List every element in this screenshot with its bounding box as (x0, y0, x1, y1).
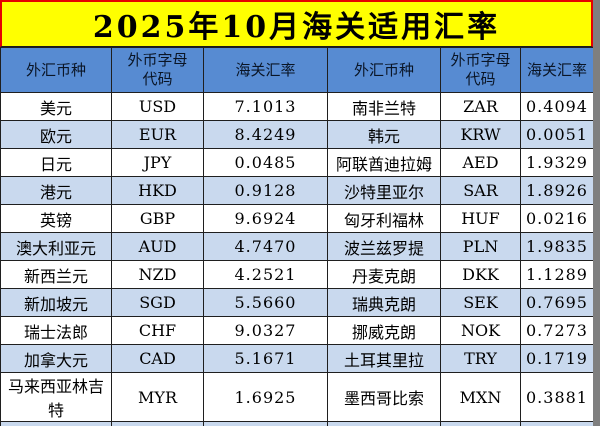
exchange-rate-cell: 0.0854 (203, 421, 328, 426)
currency-name-cell: 波兰兹罗提 (327, 232, 441, 261)
currency-name-cell: 英镑 (0, 204, 112, 233)
exchange-rate-cell: 0.0051 (520, 120, 594, 149)
currency-name-cell: 马来西亚林吉特 (0, 372, 112, 422)
exchange-rate-cell: 1.9835 (520, 232, 594, 261)
exchange-rate-cell: 0.0485 (203, 148, 328, 177)
table-row: 澳大利亚元 AUD 4.7470 波兰兹罗提 PLN 1.9835 (0, 232, 594, 261)
currency-code-cell: RUB (111, 421, 204, 426)
currency-code-cell: KRW (440, 120, 521, 149)
currency-code-cell: MXN (440, 372, 521, 422)
currency-name-cell: 加拿大元 (0, 344, 112, 373)
currency-code-cell: AUD (111, 232, 204, 261)
currency-code-cell: MYR (111, 372, 204, 422)
table-row: 欧元 EUR 8.4249 韩元 KRW 0.0051 (0, 120, 594, 149)
currency-code-cell: CHF (111, 316, 204, 345)
currency-name-cell: 港元 (0, 176, 112, 205)
currency-name-cell: 新加坡元 (0, 288, 112, 317)
exchange-rate-cell: 0.7273 (520, 316, 594, 345)
currency-code-cell: GBP (111, 204, 204, 233)
currency-code-cell: HKD (111, 176, 204, 205)
exchange-rate-cell: 0.3881 (520, 372, 594, 422)
currency-code-cell: JPY (111, 148, 204, 177)
exchange-rate-cell: 1.6925 (203, 372, 328, 422)
currency-code-cell: SGD (111, 288, 204, 317)
exchange-rate-cell: 0.0216 (520, 204, 594, 233)
currency-code-cell: SAR (440, 176, 521, 205)
exchange-rate-cell: 8.4249 (203, 120, 328, 149)
table-row: 日元 JPY 0.0485 阿联酋迪拉姆 AED 1.9329 (0, 148, 594, 177)
currency-name-cell: 新西兰元 (0, 260, 112, 289)
currency-code-cell: ZAR (440, 92, 521, 121)
exchange-rate-cell: 0.1719 (520, 344, 594, 373)
right-edge-strip (593, 0, 600, 426)
currency-name-cell: 挪威克朗 (327, 316, 441, 345)
currency-code-cell: PLN (440, 232, 521, 261)
exchange-rate-cell: 0.9128 (203, 176, 328, 205)
currency-name-cell: 阿联酋迪拉姆 (327, 148, 441, 177)
exchange-rate-cell: 1.1289 (520, 260, 594, 289)
column-header-code-right: 外币字母 代码 (440, 47, 521, 93)
exchange-rate-cell: 0.4094 (520, 92, 594, 121)
currency-name-cell: 墨西哥比索 (327, 372, 441, 422)
currency-code-cell: THB (440, 421, 521, 426)
currency-name-cell: 美元 (0, 92, 112, 121)
currency-name-cell: 瑞典克朗 (327, 288, 441, 317)
exchange-rate-table: 外汇币种 外币字母 代码 海关汇率 外汇币种 外币字母 代码 海关汇率 美元 U… (0, 47, 594, 426)
table-row: 新西兰元 NZD 4.2521 丹麦克朗 DKK 1.1289 (0, 260, 594, 289)
currency-code-cell: SEK (440, 288, 521, 317)
currency-code-cell: NZD (111, 260, 204, 289)
exchange-rate-cell: 5.5660 (203, 288, 328, 317)
table-row: 瑞士法郎 CHF 9.0327 挪威克朗 NOK 0.7273 (0, 316, 594, 345)
currency-name-cell: 丹麦克朗 (327, 260, 441, 289)
table-row: 新加坡元 SGD 5.5660 瑞典克朗 SEK 0.7695 (0, 288, 594, 317)
column-header-rate-left: 海关汇率 (203, 47, 328, 93)
page-title: 2025年10月海关适用汇率 (0, 0, 593, 47)
header-row: 外汇币种 外币字母 代码 海关汇率 外汇币种 外币字母 代码 海关汇率 (0, 47, 594, 93)
currency-name-cell: 南非兰特 (327, 92, 441, 121)
currency-code-cell: AED (440, 148, 521, 177)
exchange-rate-cell: 7.1013 (203, 92, 328, 121)
currency-code-cell: HUF (440, 204, 521, 233)
table-row: 美元 USD 7.1013 南非兰特 ZAR 0.4094 (0, 92, 594, 121)
currency-name-cell: 欧元 (0, 120, 112, 149)
exchange-rate-cell: 1.9329 (520, 148, 594, 177)
exchange-rate-cell: 4.2521 (203, 260, 328, 289)
currency-code-cell: NOK (440, 316, 521, 345)
exchange-rate-cell: 0.7695 (520, 288, 594, 317)
currency-name-cell: 俄罗斯卢布 (0, 421, 112, 426)
currency-code-cell: TRY (440, 344, 521, 373)
currency-code-cell: CAD (111, 344, 204, 373)
currency-code-cell: EUR (111, 120, 204, 149)
currency-name-cell: 瑞士法郎 (0, 316, 112, 345)
table-row: 加拿大元 CAD 5.1671 土耳其里拉 TRY 0.1719 (0, 344, 594, 373)
table-row: 港元 HKD 0.9128 沙特里亚尔 SAR 1.8926 (0, 176, 594, 205)
exchange-rate-cell: 4.7470 (203, 232, 328, 261)
currency-name-cell: 匈牙利福林 (327, 204, 441, 233)
currency-name-cell: 泰铢 (327, 421, 441, 426)
column-header-code-left: 外币字母 代码 (111, 47, 204, 93)
exchange-rate-cell: 9.6924 (203, 204, 328, 233)
exchange-rate-cell: 1.8926 (520, 176, 594, 205)
currency-name-cell: 土耳其里拉 (327, 344, 441, 373)
column-header-currency-right: 外汇币种 (327, 47, 441, 93)
column-header-rate-right: 海关汇率 (520, 47, 594, 93)
currency-name-cell: 沙特里亚尔 (327, 176, 441, 205)
currency-code-cell: USD (111, 92, 204, 121)
exchange-rate-cell: 0.2243 (520, 421, 594, 426)
exchange-rate-cell: 9.0327 (203, 316, 328, 345)
currency-code-cell: DKK (440, 260, 521, 289)
currency-name-cell: 韩元 (327, 120, 441, 149)
currency-name-cell: 日元 (0, 148, 112, 177)
table-row: 英镑 GBP 9.6924 匈牙利福林 HUF 0.0216 (0, 204, 594, 233)
table-row: 马来西亚林吉特 MYR 1.6925 墨西哥比索 MXN 0.3881 (0, 372, 594, 422)
column-header-currency-left: 外汇币种 (0, 47, 112, 93)
exchange-rate-cell: 5.1671 (203, 344, 328, 373)
table-row: 俄罗斯卢布 RUB 0.0854 泰铢 THB 0.2243 (0, 421, 594, 426)
currency-name-cell: 澳大利亚元 (0, 232, 112, 261)
